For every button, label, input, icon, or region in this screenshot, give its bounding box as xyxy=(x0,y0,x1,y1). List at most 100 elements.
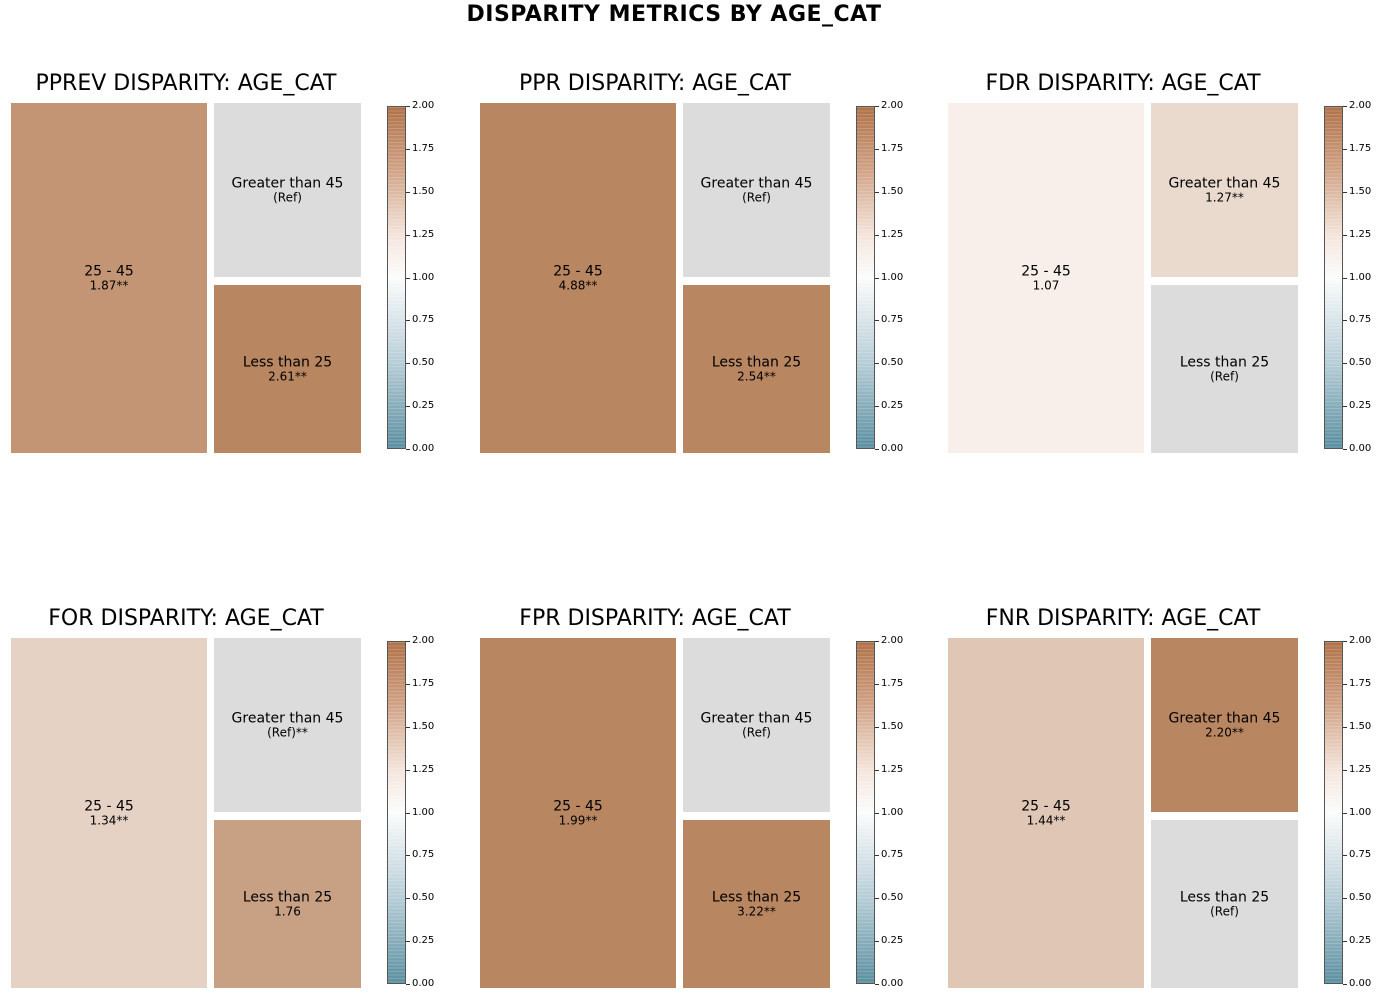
tick-label: 1.00 xyxy=(881,271,904,283)
tile-label: Less than 25 xyxy=(242,889,333,906)
tick-mark xyxy=(1343,984,1347,985)
tick-label: 0.50 xyxy=(881,892,904,904)
colorbar-stripes xyxy=(388,642,405,983)
tick-label: 0.00 xyxy=(1349,443,1372,454)
tick-label: 0.50 xyxy=(1349,357,1372,369)
colorbar xyxy=(856,106,875,449)
treemap-tile: Less than 25 1.76 xyxy=(214,820,361,988)
tile-text: Greater than 45 2.20** xyxy=(1151,711,1298,738)
tick-label: 1.50 xyxy=(881,185,904,197)
tick-mark xyxy=(875,984,879,985)
tick-mark xyxy=(1343,769,1347,771)
tick-mark xyxy=(875,234,879,236)
tick-mark xyxy=(1343,726,1347,728)
tick-mark xyxy=(875,726,879,728)
tile-text: Less than 25 2.54** xyxy=(683,355,830,382)
tile-value: (Ref) xyxy=(273,190,302,205)
tick-label: 0.25 xyxy=(1349,935,1372,947)
tick-mark xyxy=(406,148,410,150)
tick-label: 0.00 xyxy=(1349,978,1372,989)
colorbar-stripes xyxy=(1325,107,1342,448)
treemap-tile: 25 - 45 4.88** xyxy=(480,103,676,453)
tile-text: 25 - 45 1.07 xyxy=(948,264,1144,291)
colorbar-stripes xyxy=(388,107,405,448)
tick-mark xyxy=(406,363,410,365)
tick-mark xyxy=(875,641,879,642)
figure-title: DISPARITY METRICS BY AGE_CAT xyxy=(466,2,882,27)
treemap-tile: Greater than 45 1.27** xyxy=(1151,103,1298,277)
panel-title: FOR DISPARITY: AGE_CAT xyxy=(48,606,324,631)
tile-label: Greater than 45 xyxy=(700,710,813,727)
tick-label: 0.00 xyxy=(412,978,435,989)
tick-mark xyxy=(1343,641,1347,642)
colorbar-stripes xyxy=(857,107,874,448)
tick-label: 1.75 xyxy=(881,677,904,689)
tile-label: 25 - 45 xyxy=(553,798,603,815)
tile-label: Greater than 45 xyxy=(231,175,344,192)
tile-text: 25 - 45 1.87** xyxy=(11,264,207,291)
tick-mark xyxy=(1343,683,1347,685)
tile-label: Less than 25 xyxy=(1179,354,1270,371)
treemap-tile: 25 - 45 1.87** xyxy=(11,103,207,453)
tile-text: 25 - 45 1.99** xyxy=(480,799,676,826)
tick-label: 0.25 xyxy=(881,400,904,412)
tick-mark xyxy=(875,855,879,857)
tick-mark xyxy=(875,320,879,322)
tile-value: (Ref) xyxy=(742,725,771,740)
tile-value: (Ref) xyxy=(742,190,771,205)
tick-label: 0.75 xyxy=(881,314,904,326)
tick-mark xyxy=(406,449,410,450)
tick-mark xyxy=(406,855,410,857)
tick-label: 1.75 xyxy=(881,142,904,154)
tick-mark xyxy=(1343,320,1347,322)
treemap-tile: Greater than 45 2.20** xyxy=(1151,638,1298,812)
tick-mark xyxy=(406,234,410,236)
treemap-tile: 25 - 45 1.99** xyxy=(480,638,676,988)
tick-label: 1.00 xyxy=(1349,806,1372,818)
tick-mark xyxy=(875,769,879,771)
tick-label: 1.50 xyxy=(1349,185,1372,197)
tick-label: 1.00 xyxy=(1349,271,1372,283)
tick-label: 0.00 xyxy=(881,978,904,989)
tick-label: 0.75 xyxy=(1349,314,1372,326)
tile-label: 25 - 45 xyxy=(84,798,134,815)
tick-mark xyxy=(1343,234,1347,236)
colorbar-stripes xyxy=(1325,642,1342,983)
tick-label: 1.50 xyxy=(412,720,435,732)
tile-value: 1.76 xyxy=(274,904,301,919)
treemap-tile: 25 - 45 1.34** xyxy=(11,638,207,988)
tile-label: Greater than 45 xyxy=(1168,710,1281,727)
tick-mark xyxy=(406,641,410,642)
tick-mark xyxy=(875,812,879,814)
tick-label: 0.00 xyxy=(881,443,904,454)
tick-label: 1.00 xyxy=(412,271,435,283)
tile-text: 25 - 45 1.44** xyxy=(948,799,1144,826)
tick-mark xyxy=(406,941,410,943)
tile-label: Greater than 45 xyxy=(700,175,813,192)
tile-text: Less than 25 (Ref) xyxy=(1151,890,1298,917)
tick-label: 0.50 xyxy=(412,892,435,904)
tick-mark xyxy=(875,363,879,365)
tile-value: 1.34** xyxy=(89,813,129,828)
tick-mark xyxy=(875,898,879,900)
tile-text: 25 - 45 1.34** xyxy=(11,799,207,826)
treemap-tile: Greater than 45 (Ref)** xyxy=(214,638,361,812)
tick-mark xyxy=(875,148,879,150)
tick-label: 0.75 xyxy=(412,849,435,861)
tick-mark xyxy=(875,449,879,450)
treemap-tile: Less than 25 2.54** xyxy=(683,285,830,453)
tile-value: (Ref)** xyxy=(267,725,308,740)
treemap-tile: Greater than 45 (Ref) xyxy=(214,103,361,277)
tick-label: 1.25 xyxy=(1349,763,1372,775)
tick-mark xyxy=(875,683,879,685)
tile-label: 25 - 45 xyxy=(553,263,603,280)
tile-value: 4.88** xyxy=(558,278,598,293)
tile-value: (Ref) xyxy=(1210,904,1239,919)
tile-label: Less than 25 xyxy=(711,354,802,371)
tick-label: 1.75 xyxy=(412,142,435,154)
treemap-tile: Greater than 45 (Ref) xyxy=(683,103,830,277)
tick-label: 0.50 xyxy=(881,357,904,369)
panel-title: PPR DISPARITY: AGE_CAT xyxy=(518,71,791,96)
tile-label: Greater than 45 xyxy=(1168,175,1281,192)
tick-label: 0.25 xyxy=(1349,400,1372,412)
